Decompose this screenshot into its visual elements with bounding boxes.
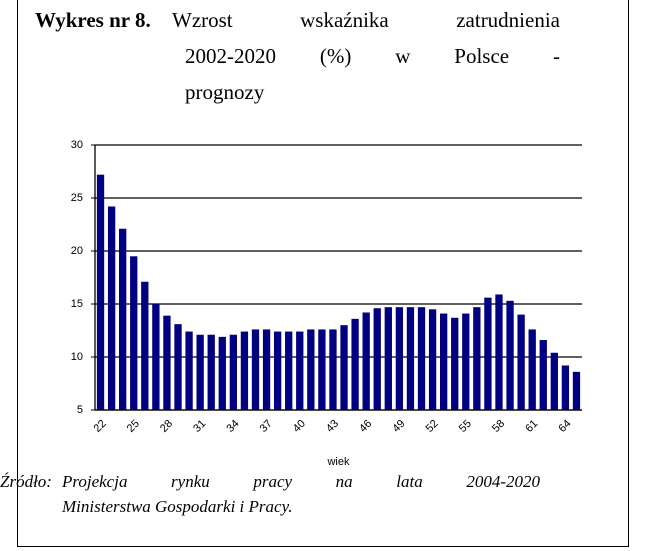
x-tick-label: 37 <box>258 418 275 435</box>
y-tick-label: 10 <box>71 351 83 363</box>
x-tick-label: 40 <box>291 418 308 435</box>
y-tick-label: 30 <box>71 139 83 151</box>
bar <box>484 297 492 410</box>
x-tick-label: 46 <box>357 418 374 435</box>
bar <box>417 307 426 410</box>
bar <box>207 334 215 410</box>
x-tick-label: 31 <box>191 418 208 435</box>
y-tick-label: 25 <box>71 192 83 204</box>
bar <box>495 294 503 410</box>
x-tick-label: 43 <box>324 418 341 435</box>
bar <box>572 371 581 410</box>
bar <box>362 312 370 410</box>
y-tick-label: 5 <box>77 404 83 416</box>
x-tick-label: 64 <box>556 418 573 435</box>
source-line: Projekcja rynku pracy na lata 2004-2020 <box>62 472 540 491</box>
bar <box>517 314 525 410</box>
bar <box>163 315 171 410</box>
bar <box>240 331 249 410</box>
bar <box>473 307 481 410</box>
bar <box>406 307 415 410</box>
bar <box>395 307 404 410</box>
bar <box>107 206 116 410</box>
x-tick-label: 58 <box>490 418 507 435</box>
bar <box>141 281 149 410</box>
frame <box>17 0 629 547</box>
bar <box>130 256 138 410</box>
bar <box>262 329 271 410</box>
x-tick-label: 28 <box>158 418 175 435</box>
bar <box>550 352 558 410</box>
bar <box>307 329 315 410</box>
bar <box>273 331 282 410</box>
y-tick-label: 20 <box>71 245 83 257</box>
bar <box>561 365 570 410</box>
x-axis-label: wiek <box>326 456 350 468</box>
bar <box>218 336 226 410</box>
bar <box>251 329 260 410</box>
title-line: 2002-2020 (%) w Polsce - <box>185 44 560 68</box>
bar <box>340 325 348 410</box>
bar <box>285 331 293 410</box>
x-tick-label: 52 <box>424 418 441 435</box>
source-label: Źródło: <box>0 472 52 491</box>
bar <box>462 313 470 410</box>
bar <box>539 340 547 410</box>
bar <box>528 329 536 410</box>
bar <box>296 331 304 410</box>
x-tick-label: 49 <box>390 418 407 435</box>
x-tick-label: 61 <box>523 418 540 435</box>
bar <box>96 174 105 410</box>
title-line: prognozy <box>185 80 265 104</box>
bar <box>373 308 381 410</box>
bar <box>439 313 448 410</box>
y-tick-label: 15 <box>71 298 83 310</box>
x-tick-label: 22 <box>92 418 109 435</box>
x-tick-label: 34 <box>224 418 241 435</box>
source-line: Ministerstwa Gospodarki i Pracy. <box>62 497 293 516</box>
title-label: Wykres nr 8. <box>35 8 151 32</box>
bar <box>506 300 514 410</box>
bar <box>174 324 182 410</box>
bar <box>119 228 127 410</box>
bar <box>196 334 204 410</box>
bar <box>451 317 459 410</box>
bar <box>428 309 437 410</box>
title-line: Wzrost wskaźnika zatrudnienia <box>172 8 560 32</box>
bar <box>229 334 238 410</box>
bar <box>351 318 359 410</box>
x-tick-label: 55 <box>457 418 474 435</box>
bar <box>384 307 392 410</box>
bar <box>329 329 337 410</box>
x-tick-label: 25 <box>125 418 142 435</box>
bar <box>318 329 326 410</box>
bar <box>185 331 193 410</box>
bar <box>152 304 160 410</box>
